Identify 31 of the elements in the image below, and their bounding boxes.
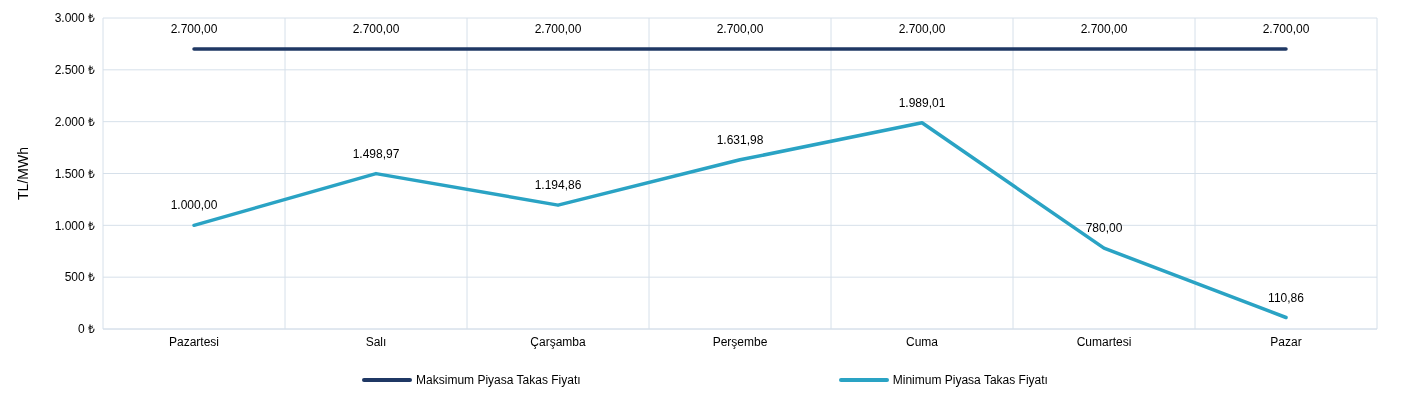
y-axis-title: TL/MWh (14, 147, 31, 200)
data-label: 2.700,00 (352, 22, 400, 37)
y-tick-label: 2.000 ₺ (54, 114, 95, 129)
data-label: 1.989,01 (898, 95, 946, 110)
data-label: 1.498,97 (352, 146, 400, 161)
y-tick-label: 500 ₺ (64, 270, 95, 285)
data-label: 110,86 (1268, 290, 1305, 305)
y-tick-label: 3.000 ₺ (54, 11, 95, 26)
legend-label: Maksimum Piyasa Takas Fiyatı (415, 373, 581, 387)
y-tick-label: 0 ₺ (77, 322, 95, 337)
data-label: 2.700,00 (1262, 22, 1310, 37)
legend-label: Minimum Piyasa Takas Fiyatı (891, 373, 1048, 387)
data-label: 2.700,00 (898, 22, 946, 37)
x-tick-label: Perşembe (712, 334, 768, 349)
data-label: 1.000,00 (170, 198, 218, 213)
y-tick-label: 1.000 ₺ (54, 218, 95, 233)
x-tick-label: Cuma (905, 334, 939, 349)
data-label: 2.700,00 (1080, 22, 1128, 37)
x-tick-label: Cumartesi (1076, 334, 1132, 349)
x-tick-label: Pazartesi (168, 334, 220, 349)
data-label: 2.700,00 (170, 22, 218, 37)
x-tick-label: Salı (365, 334, 387, 349)
data-label: 780,00 (1085, 221, 1123, 236)
data-label: 1.631,98 (716, 132, 764, 147)
data-label: 2.700,00 (534, 22, 582, 37)
x-tick-label: Pazar (1270, 334, 1302, 349)
data-label: 2.700,00 (716, 22, 764, 37)
y-tick-label: 2.500 ₺ (54, 63, 95, 78)
y-tick-label: 1.500 ₺ (54, 166, 95, 181)
data-label: 1.194,86 (534, 178, 582, 193)
x-tick-label: Çarşamba (530, 334, 586, 349)
